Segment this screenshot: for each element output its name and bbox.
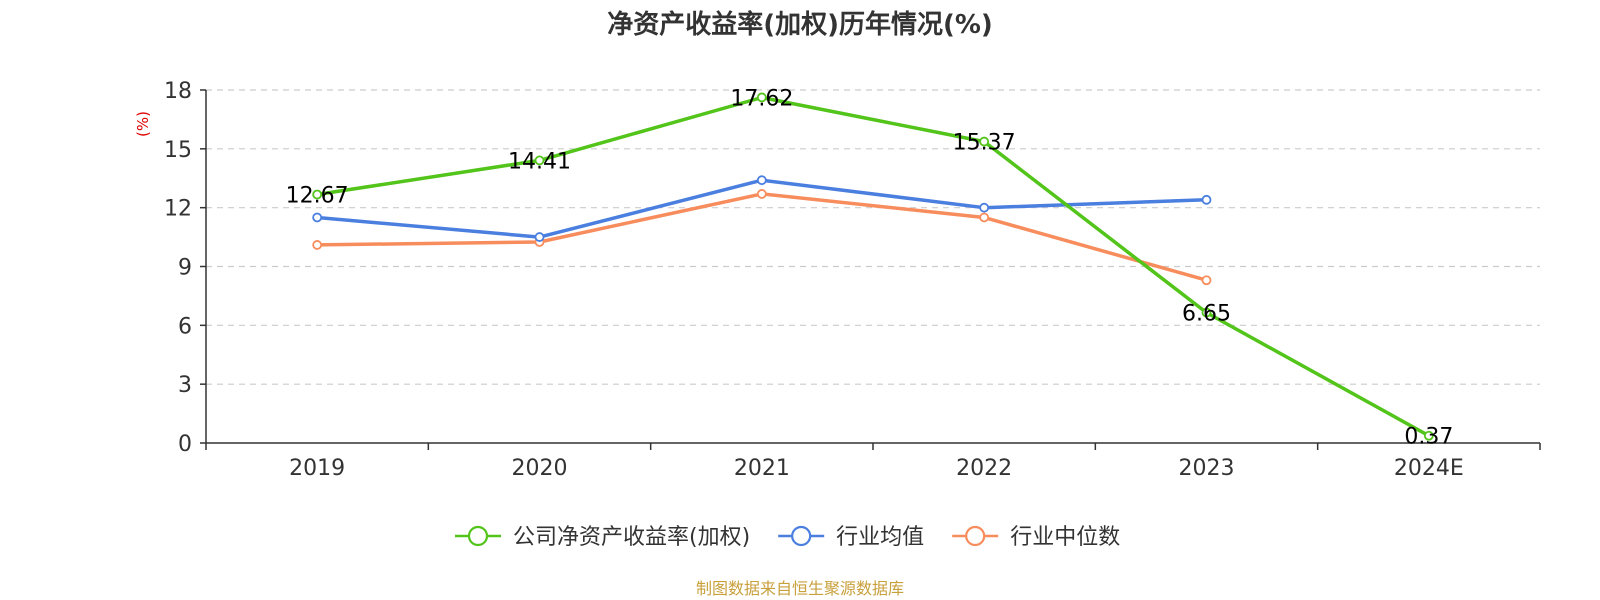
data-point xyxy=(1201,194,1212,205)
data-label: 14.41 xyxy=(508,149,571,174)
x-tick-label: 2020 xyxy=(512,456,568,481)
y-tick-label: 18 xyxy=(164,79,192,104)
data-point xyxy=(312,212,323,223)
x-tick-label: 2019 xyxy=(289,456,345,481)
y-tick-label: 0 xyxy=(178,432,192,457)
data-point xyxy=(534,155,545,166)
series-line xyxy=(316,95,1430,438)
x-tick-label: 2024E xyxy=(1394,456,1464,481)
series-lines xyxy=(312,92,1434,441)
data-point xyxy=(756,175,767,186)
y-tick-label: 9 xyxy=(178,256,192,281)
data-label: 17.62 xyxy=(730,86,793,111)
data-point xyxy=(979,212,990,223)
axes: 0 3 6 9 12 15 18 2019 2020 2021 2022 2023 2024E xyxy=(164,79,1541,481)
chart-title: 净资产收益率(加权)历年情况(%) xyxy=(607,9,993,40)
data-point xyxy=(1201,275,1212,286)
y-tick-label: 15 xyxy=(164,138,192,163)
legend-marker xyxy=(467,525,489,547)
grid-lines xyxy=(206,89,1540,385)
y-tick-label: 6 xyxy=(178,314,192,339)
data-label: 0.37 xyxy=(1404,425,1453,450)
data-point xyxy=(1423,430,1434,441)
series-line xyxy=(317,192,1207,282)
x-tick-label: 2023 xyxy=(1179,456,1235,481)
y-axis-label: (%) xyxy=(134,111,152,137)
y-tick-label: 3 xyxy=(178,373,192,398)
data-label: 12.67 xyxy=(286,184,349,209)
data-point xyxy=(979,136,990,147)
x-tick-label: 2021 xyxy=(734,456,790,481)
data-labels: 12.67 14.41 17.62 15.37 6.65 0.37 xyxy=(286,86,1454,449)
data-point xyxy=(979,202,990,213)
legend-label: 行业中位数 xyxy=(1010,525,1120,550)
data-label: 15.37 xyxy=(953,131,1016,156)
legend-marker xyxy=(965,525,986,547)
data-point xyxy=(534,232,545,242)
legend: 公司净资产收益率(加权) 行业均值 行业中位数 xyxy=(455,525,1120,550)
data-point xyxy=(756,92,767,103)
data-point xyxy=(756,189,767,199)
y-tick-label: 12 xyxy=(164,197,192,222)
source-note: 制图数据来自恒生聚源数据库 xyxy=(696,579,904,598)
data-point xyxy=(1201,307,1212,318)
x-tick-label: 2022 xyxy=(956,456,1012,481)
data-label: 6.65 xyxy=(1182,302,1231,327)
legend-marker xyxy=(791,525,812,547)
legend-label: 行业均值 xyxy=(836,525,924,550)
data-point xyxy=(312,240,323,250)
data-point xyxy=(312,189,323,200)
legend-label: 公司净资产收益率(加权) xyxy=(513,525,750,550)
